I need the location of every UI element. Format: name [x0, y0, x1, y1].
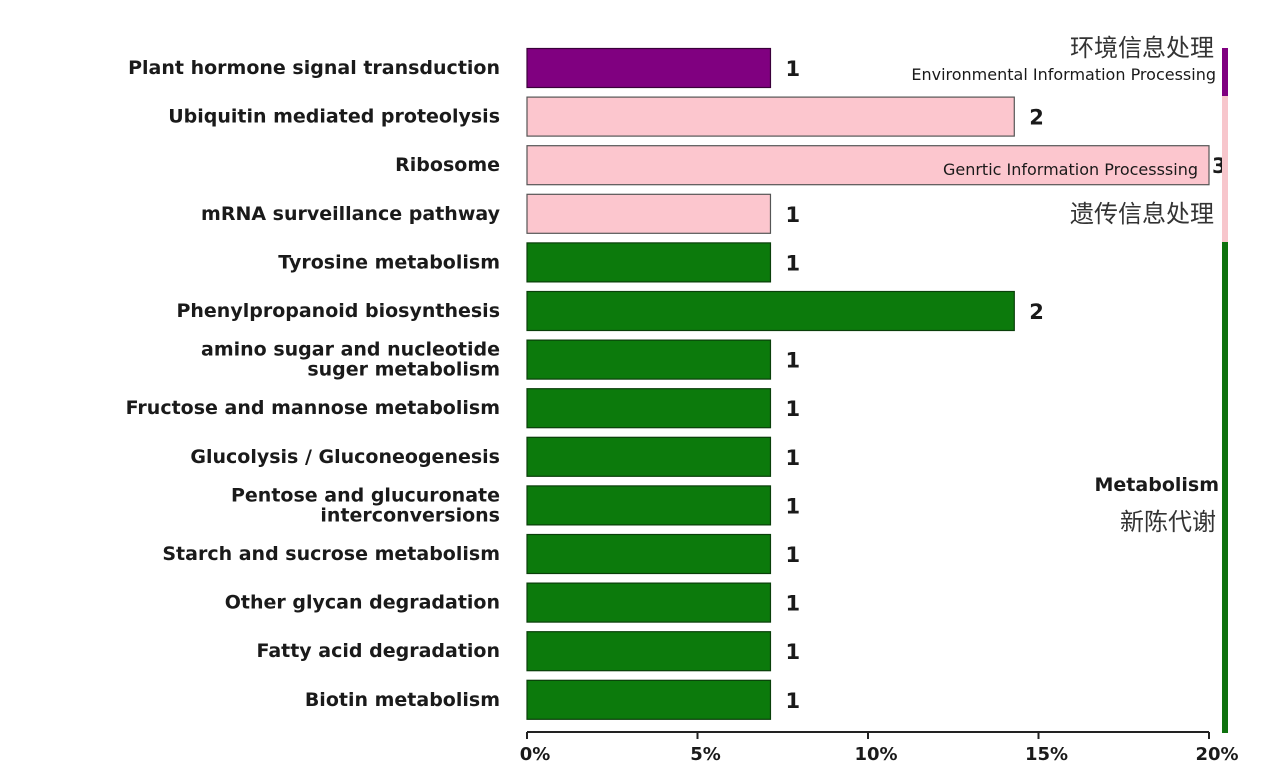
value-label: 1	[785, 251, 800, 275]
value-label: 1	[785, 494, 800, 518]
group-indicator	[1222, 242, 1228, 733]
category-label: mRNA surveillance pathway	[201, 203, 501, 225]
bar	[526, 485, 772, 526]
bars-layer	[526, 47, 1210, 720]
bar	[526, 145, 1210, 186]
bar	[526, 290, 1015, 332]
bar	[526, 533, 772, 575]
bar	[526, 631, 772, 672]
category-label: Fructose and mannose metabolism	[126, 397, 500, 419]
bar	[526, 339, 772, 380]
bar	[526, 582, 772, 623]
category-labels: Plant hormone signal transduction Ubiquit…	[126, 57, 501, 711]
bar	[526, 193, 772, 234]
bar	[526, 388, 772, 429]
category-label: Biotin metabolism	[305, 689, 500, 711]
group-label-cn: 新陈代谢	[1120, 508, 1216, 536]
group-label-cn: 遗传信息处理	[1070, 200, 1214, 228]
x-tick-label: 0%	[520, 744, 551, 765]
category-groups: 环境信息处理 Environmental Information Processi…	[911, 34, 1228, 733]
category-label: amino sugar and nucleotide suger metaboli…	[201, 339, 500, 381]
group-label-en: Genrtic Information Processsing	[943, 160, 1198, 179]
category-label: Plant hormone signal transduction	[128, 57, 500, 79]
category-label: Ribosome	[395, 154, 500, 176]
value-label: 1	[785, 203, 800, 227]
group-label-en: Metabolism	[1095, 474, 1219, 496]
category-label: Phenylpropanoid biosynthesis	[176, 300, 500, 322]
value-label: 1	[785, 543, 800, 567]
x-axis: 0% 5% 10% 15% 20%	[520, 731, 1239, 765]
value-label: 1	[785, 592, 800, 616]
value-label: 1	[785, 689, 800, 713]
category-label: Tyrosine metabolism	[278, 251, 500, 273]
bar	[526, 96, 1015, 137]
bar	[526, 242, 772, 283]
category-label: Starch and sucrose metabolism	[162, 543, 500, 565]
value-label: 2	[1029, 300, 1044, 324]
x-tick-label: 5%	[690, 744, 721, 765]
x-tick-label: 10%	[854, 744, 897, 765]
category-label: Pentose and glucuronate interconversions	[231, 484, 500, 526]
value-label: 1	[785, 397, 800, 421]
value-label: 1	[785, 57, 800, 81]
value-label: 1	[785, 640, 800, 664]
category-label: Other glycan degradation	[225, 592, 500, 614]
bar	[526, 679, 772, 720]
value-label: 2	[1029, 106, 1044, 130]
value-label: 1	[785, 446, 800, 470]
value-label: 1	[785, 349, 800, 373]
category-label: Fatty acid degradation	[256, 640, 500, 662]
bar	[526, 436, 772, 477]
x-tick-label: 20%	[1195, 744, 1238, 765]
x-tick-label: 15%	[1025, 744, 1068, 765]
bar	[526, 47, 772, 89]
group-indicator	[1222, 96, 1228, 242]
group-indicator	[1222, 48, 1228, 96]
group-label-cn: 环境信息处理	[1070, 34, 1214, 62]
category-label: Glucolysis / Gluconeogenesis	[190, 446, 500, 468]
group-label-en: Environmental Information Processing	[911, 65, 1216, 84]
category-label: Ubiquitin mediated proteolysis	[168, 106, 500, 128]
